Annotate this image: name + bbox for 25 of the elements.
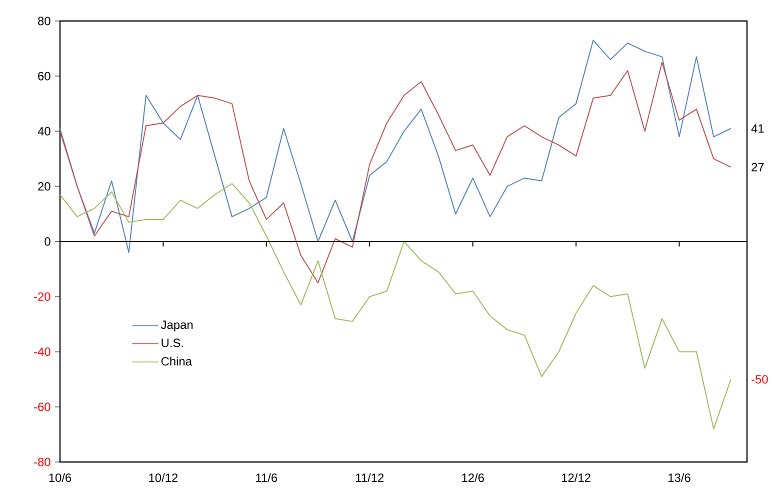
x-tick-label: 11/12 [356, 473, 384, 482]
legend-label: China [161, 356, 192, 366]
x-tick-label: 12/6 [462, 473, 484, 482]
y-tick-label: 80 [38, 16, 50, 26]
line-series [60, 62, 732, 284]
y-tick-label: -20 [34, 292, 50, 301]
data-label: 41 [751, 124, 764, 133]
line-series [60, 183, 732, 430]
y-tick-label: 40 [38, 127, 50, 136]
data-label: -50 [752, 375, 768, 384]
y-tick-label: -80 [34, 458, 50, 466]
y-tick-label: 20 [38, 182, 50, 191]
x-tick-label: 13/6 [668, 473, 690, 482]
x-tick-label: 12/12 [562, 473, 590, 482]
legend-label: U.S. [162, 338, 183, 348]
x-tick-label: 10/6 [49, 473, 72, 482]
legend-label: Japan [160, 320, 193, 332]
y-tick-label: 60 [38, 72, 50, 80]
data-label: 27 [752, 162, 764, 172]
y-tick-label: -40 [34, 348, 50, 356]
y-tick-label: -60 [34, 402, 50, 412]
x-tick-label: 10/12 [149, 473, 178, 482]
line-series [60, 40, 732, 254]
x-tick-label: 11/6 [256, 473, 278, 482]
y-tick-label: 0 [44, 237, 50, 246]
